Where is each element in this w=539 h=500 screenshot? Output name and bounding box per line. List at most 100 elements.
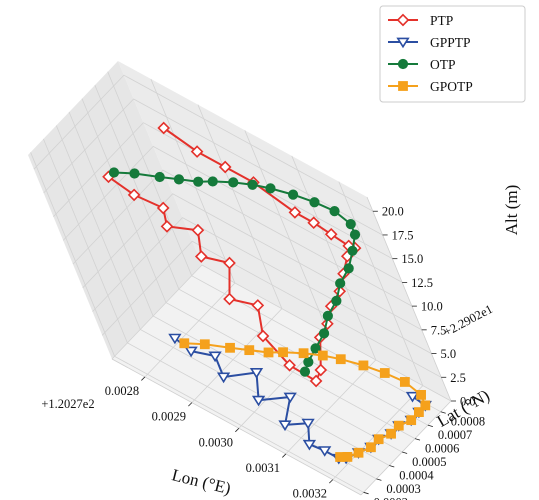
z-gridline <box>62 145 403 283</box>
data-point <box>278 347 288 358</box>
x-tick <box>329 479 334 484</box>
data-point <box>349 229 361 240</box>
data-point <box>288 206 302 219</box>
y-tick-label: 0.0003 <box>386 482 420 496</box>
data-point <box>283 392 297 404</box>
data-point <box>256 329 270 343</box>
data-point <box>309 197 320 208</box>
y-tick-label: 0.0006 <box>425 442 459 456</box>
data-point <box>317 350 328 361</box>
z-tick-label: 20.0 <box>382 205 404 219</box>
y-tick <box>389 465 395 468</box>
legend-marker <box>398 81 408 91</box>
z-tick-label: 17.5 <box>392 228 414 242</box>
data-point <box>283 358 296 372</box>
data-point <box>194 250 208 263</box>
data-point <box>184 346 198 358</box>
y-tick-label: 0.0004 <box>399 468 434 482</box>
data-point <box>353 447 364 458</box>
y-offset-label: +2.2902e1 <box>441 302 495 339</box>
data-point <box>127 188 141 202</box>
data-point <box>314 363 328 377</box>
data-point <box>199 339 210 350</box>
z-gridline <box>101 240 442 378</box>
data-point <box>208 351 222 363</box>
data-point <box>225 342 235 353</box>
data-point <box>329 206 340 217</box>
data-point <box>331 295 342 306</box>
data-point <box>160 220 174 233</box>
z-tick-label: 2.5 <box>450 371 466 385</box>
data-point <box>420 400 431 411</box>
axis-edges <box>111 196 452 496</box>
y-tick <box>402 451 408 454</box>
data-point <box>301 418 315 430</box>
data-point <box>405 391 420 403</box>
data-point <box>393 420 404 431</box>
data-point <box>303 356 314 368</box>
legend-entry-gpptp: GPPTP <box>388 35 471 50</box>
data-point <box>156 201 170 215</box>
legend-label: GPPTP <box>430 35 471 50</box>
data-point <box>278 420 292 432</box>
data-point <box>168 333 182 345</box>
legend-marker <box>396 13 410 27</box>
y-tick-label: 0.0007 <box>438 428 472 442</box>
y-tick <box>363 491 369 495</box>
y-axis-line <box>360 400 452 496</box>
data-point <box>406 415 417 426</box>
y-tick <box>440 411 446 414</box>
z-tick-label: 10.0 <box>421 300 443 314</box>
z-tick-label: 12.5 <box>411 276 433 290</box>
data-point <box>108 167 120 178</box>
z-gridline <box>111 264 452 402</box>
legend-label: GPOTP <box>430 79 473 94</box>
x-tick <box>282 453 287 458</box>
data-point <box>335 278 346 289</box>
data-point <box>366 442 376 453</box>
data-point <box>307 216 321 230</box>
data-point <box>247 179 258 190</box>
series-otp <box>108 167 361 377</box>
legend-entry-gpotp: GPOTP <box>388 79 473 94</box>
y-tick-label: 0.0005 <box>412 455 446 469</box>
data-point <box>251 299 265 312</box>
data-point <box>379 368 390 378</box>
z-gridline <box>92 217 432 354</box>
legend-label: OTP <box>430 57 456 72</box>
x-axis-line <box>111 358 362 496</box>
data-point <box>263 347 274 358</box>
data-point <box>358 360 369 371</box>
data-point <box>207 176 218 187</box>
data-point <box>324 227 338 241</box>
y-tick <box>376 478 382 481</box>
z-gridline <box>53 122 393 260</box>
data-point <box>173 174 185 185</box>
y-tick <box>427 424 433 428</box>
x-tick-label: 0.0029 <box>152 410 186 424</box>
data-point <box>223 256 236 270</box>
data-point <box>309 374 323 388</box>
data-point <box>179 338 190 349</box>
axis-ticks: 0.00280.00290.00300.00310.00320.00020.00… <box>105 205 485 500</box>
data-point <box>287 189 299 200</box>
data-point <box>335 354 346 365</box>
data-point <box>318 446 332 457</box>
legend-label: PTP <box>430 13 453 28</box>
data-point <box>373 434 384 445</box>
x-tick-label: 0.0030 <box>199 435 233 449</box>
data-point <box>414 407 424 418</box>
z-gridline <box>33 74 374 212</box>
series-group <box>102 121 432 465</box>
data-point <box>216 372 231 384</box>
data-point <box>302 439 317 451</box>
data-point <box>318 328 330 339</box>
data-point <box>310 343 321 354</box>
data-point <box>345 218 356 230</box>
legend-entry-ptp: PTP <box>388 13 453 28</box>
data-point <box>343 263 354 274</box>
y-tick-label: 0.0002 <box>374 495 408 500</box>
x-tick <box>141 376 146 381</box>
z-axis-line <box>366 196 452 402</box>
x-tick-label: 0.0032 <box>293 487 327 500</box>
